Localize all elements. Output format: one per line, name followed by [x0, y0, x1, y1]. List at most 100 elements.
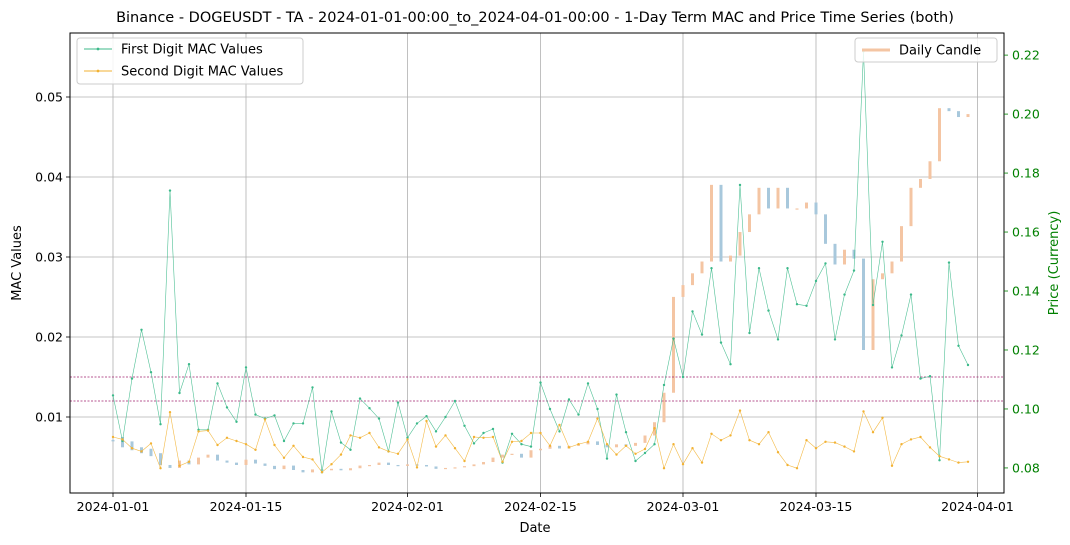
- candle-65: [729, 255, 732, 262]
- series-1-point-84: [909, 438, 913, 441]
- chart-title: Binance - DOGEUSDT - TA - 2024-01-01-00:…: [116, 10, 954, 26]
- series-1-point-74: [814, 447, 818, 450]
- series-1-point-54: [624, 444, 628, 447]
- candle-59: [672, 296, 675, 393]
- candle-6: [168, 464, 172, 468]
- candle-14: [244, 459, 248, 465]
- candle-18: [282, 465, 286, 470]
- candle-89: [957, 111, 960, 118]
- candle-71: [786, 187, 789, 209]
- series-1-point-42: [510, 440, 514, 443]
- series-0-point-23: [330, 410, 333, 413]
- series-0-point-40: [491, 427, 495, 431]
- candle-74: [814, 202, 818, 215]
- series-0-point-57: [653, 443, 656, 446]
- candle-67: [748, 214, 751, 233]
- candle-37: [463, 466, 466, 468]
- series-0-point-24: [339, 441, 343, 444]
- series-1-point-43: [520, 439, 523, 443]
- x-axis-label: Date: [519, 521, 550, 536]
- x-tick-label-2: 2024-02-01: [371, 499, 444, 514]
- series-0-point-25: [349, 448, 352, 451]
- series-0-point-0: [111, 394, 115, 397]
- candle-25: [349, 468, 352, 471]
- series-0-point-12: [225, 406, 229, 409]
- series-1-point-79: [862, 410, 865, 413]
- candle-20: [301, 470, 305, 473]
- candle-5: [159, 453, 162, 465]
- series-1-point-72: [795, 467, 799, 470]
- series-1-point-19: [292, 444, 295, 447]
- series-0-point-20: [301, 422, 305, 425]
- series-1-point-49: [577, 443, 580, 446]
- candle-16: [263, 463, 267, 466]
- series-1-point-25: [349, 434, 352, 437]
- series-0-point-73: [805, 304, 808, 307]
- candle-69: [767, 187, 770, 209]
- series-0-point-14: [244, 366, 248, 369]
- candle-35: [444, 467, 447, 470]
- series-1-point-73: [805, 439, 808, 442]
- series-1-point-45: [539, 431, 542, 435]
- series-0-point-65: [729, 363, 732, 366]
- series-0-point-26: [358, 397, 362, 400]
- series-0-point-50: [586, 382, 590, 385]
- series-1-point-28: [377, 446, 381, 449]
- series-1-point-10: [206, 429, 210, 432]
- x-tick-label-0: 2024-01-01: [77, 499, 150, 514]
- candle-11: [216, 454, 219, 461]
- series-1-point-87: [938, 455, 941, 458]
- series-1-point-38: [472, 435, 476, 439]
- series-1-point-32: [415, 466, 419, 469]
- series-0-point-78: [852, 269, 856, 272]
- series-0-point-54: [624, 431, 628, 434]
- series-0-point-62: [700, 333, 704, 336]
- candle-31: [406, 464, 409, 466]
- series-1-point-69: [767, 431, 770, 434]
- candle-13: [235, 462, 238, 465]
- candle-81: [881, 273, 884, 280]
- legend-label-second-digit: Second Digit MAC Values: [121, 65, 283, 80]
- series-1-point-85: [919, 435, 922, 439]
- candle-56: [643, 435, 647, 443]
- x-tick-label-1: 2024-01-15: [210, 499, 283, 514]
- series-1-point-37: [463, 459, 466, 463]
- series-1-point-68: [757, 443, 761, 446]
- x-tick-label-6: 2024-04-01: [941, 499, 1014, 514]
- candle-12: [225, 460, 229, 463]
- candle-58: [662, 392, 666, 423]
- series-1-point-47: [558, 423, 561, 427]
- series-1-point-81: [881, 416, 884, 419]
- y2-tick-label-2: 0.12: [1012, 342, 1040, 357]
- series-1-point-51: [596, 417, 599, 420]
- series-0-point-17: [273, 414, 276, 417]
- series-1-point-52: [605, 443, 609, 446]
- series-0-point-5: [159, 423, 162, 426]
- y-tick-label-1: 0.02: [35, 330, 63, 345]
- series-1-point-66: [738, 409, 742, 412]
- series-0-point-84: [909, 293, 913, 296]
- series-1-point-11: [216, 443, 219, 447]
- candle-34: [434, 466, 438, 469]
- candle-62: [700, 261, 704, 274]
- candle-30: [396, 464, 400, 467]
- candle-2: [130, 441, 134, 451]
- series-1-point-12: [225, 436, 229, 439]
- candle-79: [862, 258, 865, 350]
- series-1-point-26: [358, 436, 362, 439]
- candle-46: [548, 445, 552, 449]
- series-1-point-4: [149, 442, 153, 445]
- series-0-point-42: [510, 432, 514, 435]
- series-1-point-70: [776, 451, 780, 454]
- series-1-point-21: [311, 458, 314, 461]
- candle-19: [292, 465, 295, 470]
- series-1-point-15: [254, 448, 257, 451]
- series-0-point-34: [434, 430, 438, 433]
- candle-33: [425, 464, 428, 467]
- series-0-point-59: [672, 337, 675, 340]
- series-1-point-41: [501, 460, 504, 463]
- candle-76: [833, 243, 837, 265]
- candle-40: [491, 457, 495, 463]
- series-0-point-51: [596, 407, 599, 411]
- series-0-point-28: [377, 417, 381, 420]
